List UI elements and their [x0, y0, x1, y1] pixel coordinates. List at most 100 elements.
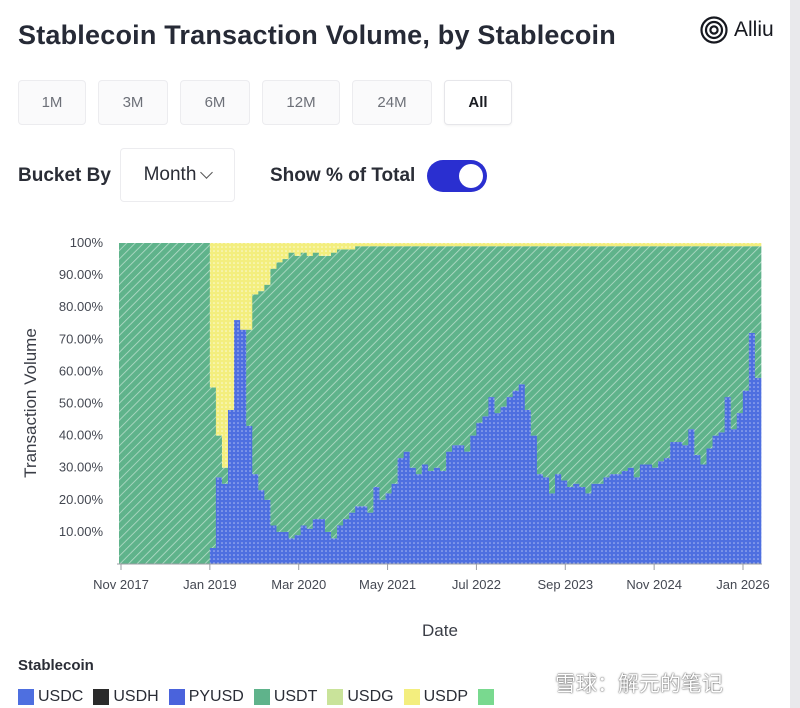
range-button-3m[interactable]: 3M	[98, 80, 168, 125]
bar-usdt	[433, 246, 441, 468]
bar-usdp	[603, 243, 610, 247]
bar-usdt	[209, 387, 217, 548]
legend-swatch	[253, 689, 270, 705]
legend-item-usdp[interactable]: USDP	[403, 688, 469, 706]
legend-swatch	[403, 689, 420, 705]
bar-usdp	[349, 243, 356, 250]
bar-usdt	[125, 243, 132, 564]
bar-usdp	[306, 243, 314, 256]
bar-usdt	[730, 246, 738, 430]
bar-usdt	[191, 243, 199, 564]
legend-item-usdc[interactable]: USDC	[18, 688, 83, 706]
watermark: 雪球：解元的笔记	[555, 668, 723, 698]
bar-usdp	[221, 243, 229, 468]
bar-usdt	[343, 249, 350, 520]
bar-usdt	[306, 255, 314, 529]
bar-usdt	[246, 329, 253, 426]
bar-usdp	[591, 243, 598, 247]
bar-usdt	[567, 246, 574, 487]
bar-usdp	[651, 243, 659, 247]
bar-usdt	[167, 243, 174, 564]
range-button-1m[interactable]: 1M	[18, 80, 86, 125]
bar-usdt	[409, 246, 417, 468]
bar-usdc	[427, 470, 435, 564]
legend-item-usds[interactable]	[478, 689, 495, 705]
x-tick-label: Nov 2017	[93, 577, 149, 592]
bar-usdt	[748, 246, 756, 333]
bar-usdc	[215, 477, 223, 564]
bar-usdp	[730, 243, 738, 247]
bucket-by-select[interactable]: Month	[120, 148, 235, 202]
bar-usdt	[379, 246, 386, 500]
show-percent-toggle[interactable]	[427, 160, 487, 192]
bar-usdt	[706, 246, 713, 449]
bar-usdt	[252, 294, 259, 475]
bar-usdt	[440, 246, 447, 471]
bar-usdt	[633, 246, 641, 478]
bar-usdt	[349, 249, 356, 513]
bar-usdp	[700, 243, 707, 247]
range-button-6m[interactable]: 6M	[180, 80, 250, 125]
bar-usdc	[742, 390, 750, 564]
range-button-12m[interactable]: 12M	[262, 80, 340, 125]
bar-usdc	[748, 332, 756, 564]
bar-usdc	[676, 442, 683, 564]
legend-item-usdh[interactable]: USDH	[93, 688, 159, 706]
bar-usdc	[270, 525, 277, 564]
bar-usdt	[282, 259, 289, 532]
bar-usdc	[446, 451, 453, 564]
bar-usdt	[579, 246, 586, 487]
legend-item-usdt[interactable]: USDT	[253, 688, 317, 706]
watermark-text: 雪球：解元的笔记	[555, 673, 723, 696]
bar-usdt	[597, 246, 604, 484]
bar-usdp	[706, 243, 713, 247]
bar-usdt	[221, 467, 229, 484]
bar-usdp	[718, 243, 726, 247]
bar-usdc	[300, 525, 308, 564]
y-tick-label: 90.00%	[59, 267, 104, 282]
legend-label: USDP	[423, 688, 469, 705]
bar-usdt	[536, 246, 544, 475]
bar-usdc	[627, 467, 635, 564]
logo-text: Alliu	[734, 18, 774, 41]
bar-usdc	[288, 538, 295, 564]
bar-usdc	[494, 413, 501, 564]
bar-usdp	[748, 243, 756, 247]
bar-usdt	[506, 246, 514, 398]
bar-usdt	[131, 243, 138, 564]
bar-usdc	[252, 474, 259, 564]
x-tick-label: Jul 2022	[452, 577, 501, 592]
bar-usdt	[155, 243, 162, 564]
bar-usdc	[385, 493, 392, 564]
bar-usdc	[234, 320, 241, 564]
y-tick-label: 100%	[70, 235, 104, 250]
bar-usdt	[452, 246, 459, 446]
chart-legend: USDC USDH PYUSD USDT USDG USDP	[18, 688, 495, 706]
x-tick-label: Nov 2024	[626, 577, 682, 592]
bar-usdp	[379, 243, 386, 247]
y-tick-label: 40.00%	[59, 428, 104, 443]
bar-usdt	[197, 243, 205, 564]
bar-usdc	[658, 461, 665, 564]
bar-usdc	[530, 435, 538, 564]
bar-usdp	[542, 243, 550, 247]
legend-swatch	[18, 689, 34, 705]
legend-item-usdg[interactable]: USDG	[327, 688, 394, 706]
allium-logo-icon	[700, 16, 728, 44]
legend-item-pyusd[interactable]: PYUSD	[168, 688, 244, 706]
bar-usdt	[476, 246, 483, 423]
bar-usdc	[536, 474, 544, 564]
bar-usdp	[403, 243, 411, 247]
bar-usdt	[312, 252, 320, 520]
window-edge	[790, 0, 800, 708]
bar-usdp	[500, 243, 507, 247]
bar-usdt	[627, 246, 635, 468]
bar-usdc	[367, 512, 374, 564]
bar-usdc	[349, 512, 356, 564]
range-button-all[interactable]: All	[444, 80, 512, 125]
bar-usdc	[324, 531, 332, 564]
bar-usdc	[421, 464, 429, 564]
range-button-24m[interactable]: 24M	[352, 80, 432, 125]
bar-usdt	[500, 246, 507, 407]
bar-usdc	[264, 499, 271, 564]
